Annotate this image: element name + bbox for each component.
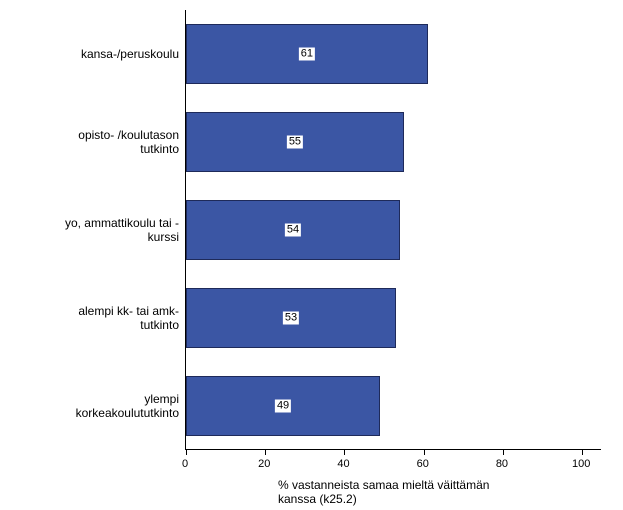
x-tick-label: 40 xyxy=(337,458,349,470)
x-tick-label: 20 xyxy=(258,458,270,470)
x-tick xyxy=(344,449,345,455)
x-tick-label: 60 xyxy=(417,458,429,470)
bar-value-label: 49 xyxy=(275,400,291,413)
x-tick xyxy=(582,449,583,455)
y-category-label: alempi kk- tai amk- tutkinto xyxy=(78,304,179,332)
bar-value-label: 61 xyxy=(299,48,315,61)
x-axis-title: % vastanneista samaa mieltä väittämän ka… xyxy=(278,478,508,506)
bar-value-label: 53 xyxy=(283,312,299,325)
x-tick-label: 80 xyxy=(496,458,508,470)
bar-value-label: 55 xyxy=(287,136,303,149)
y-category-label: yo, ammattikoulu tai - kurssi xyxy=(65,216,179,244)
bar-value-label: 54 xyxy=(285,224,301,237)
y-category-label: opisto- /koulutason tutkinto xyxy=(78,128,179,156)
x-tick-label: 0 xyxy=(182,458,188,470)
plot-area: 61 55 54 53 49 xyxy=(185,10,601,450)
x-tick xyxy=(503,449,504,455)
x-tick-label: 100 xyxy=(572,458,590,470)
y-category-label: ylempi korkeakoulututkinto xyxy=(76,392,179,420)
y-category-label: kansa-/peruskoulu xyxy=(81,47,179,61)
x-tick xyxy=(265,449,266,455)
x-tick xyxy=(186,449,187,455)
bar-chart: 61 55 54 53 49 % vastanneista samaa mieltä v… xyxy=(0,0,623,510)
x-tick xyxy=(424,449,425,455)
